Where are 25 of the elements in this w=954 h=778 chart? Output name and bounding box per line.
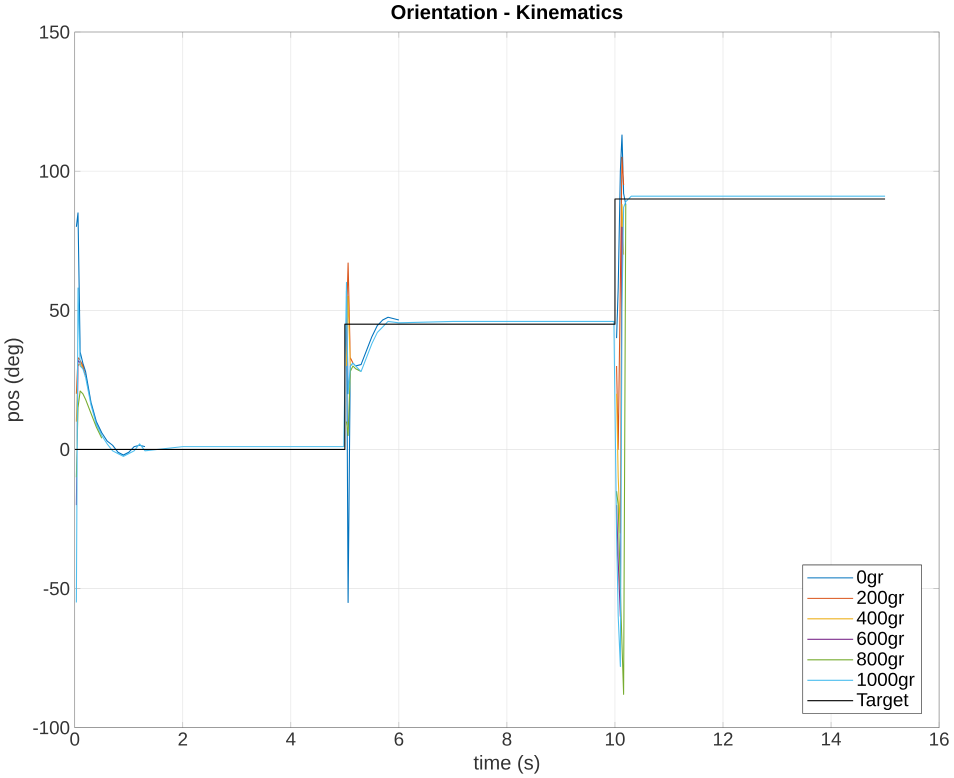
- y-tick-label: 100: [40, 164, 70, 178]
- legend-label: 400gr: [856, 611, 904, 628]
- y-tick-label: 50: [50, 304, 70, 317]
- y-tick-label: -50: [44, 582, 70, 596]
- legend-label: Target: [856, 693, 908, 710]
- y-tick-label: 0: [60, 442, 70, 456]
- x-tick-label: 16: [930, 732, 949, 746]
- legend-label: 800gr: [857, 652, 904, 670]
- x-tick-label: 14: [822, 732, 841, 746]
- legend-label: 0gr: [857, 570, 884, 588]
- y-tick-label: -100: [33, 720, 70, 734]
- chart-title: Orientation - Kinematics: [391, 4, 622, 20]
- x-tick-label: 12: [714, 732, 733, 746]
- legend-label: 1000gr: [858, 672, 915, 690]
- x-tick-label: 2: [178, 732, 188, 746]
- legend-label: 200gr: [857, 590, 904, 608]
- x-tick-label: 4: [286, 732, 296, 746]
- y-axis-title: pos (deg): [4, 338, 24, 421]
- y-tick-label: 150: [40, 25, 70, 39]
- x-tick-label: 0: [70, 732, 80, 746]
- x-tick-label: 6: [394, 732, 404, 746]
- x-tick-label: 10: [606, 732, 625, 746]
- x-axis-title: time (s): [474, 754, 540, 774]
- x-tick-label: 8: [502, 732, 512, 746]
- legend-label: 600gr: [857, 632, 904, 649]
